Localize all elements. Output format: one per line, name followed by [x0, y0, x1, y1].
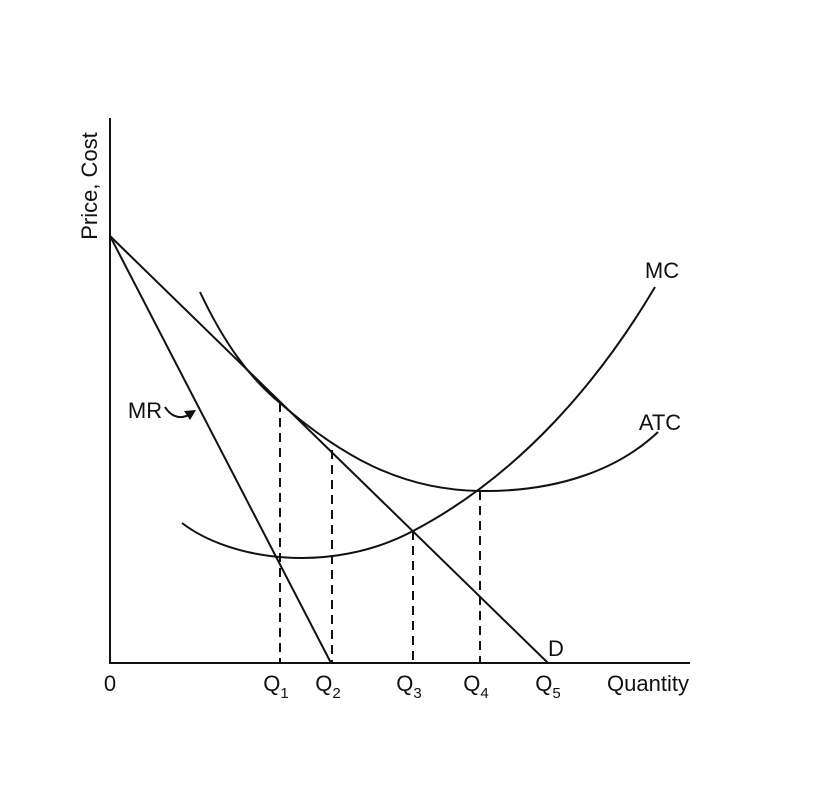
quantity-label: Q3 — [396, 671, 421, 702]
mr-label: MR — [128, 398, 162, 423]
atc-curve — [199, 291, 659, 493]
mc-label: MC — [645, 258, 679, 283]
quantity-label: Q1 — [263, 671, 288, 702]
demand-line — [109, 235, 549, 664]
quantity-subscript: 5 — [552, 685, 560, 702]
quantity-label: Q5 — [535, 671, 560, 702]
x-axis-label: Quantity — [607, 671, 689, 696]
quantity-label: Q4 — [463, 671, 488, 702]
quantity-letter: Q — [263, 671, 280, 696]
quantity-letter: Q — [396, 671, 413, 696]
quantity-letter: Q — [463, 671, 480, 696]
origin-label: 0 — [104, 671, 116, 696]
quantity-letter: Q — [535, 671, 552, 696]
demand-label: D — [548, 636, 564, 661]
quantity-subscript: 2 — [332, 685, 340, 702]
atc-label: ATC — [639, 410, 681, 435]
quantity-label: Q2 — [315, 671, 340, 702]
y-axis-label: Price, Cost — [77, 132, 102, 240]
quantity-letter: Q — [315, 671, 332, 696]
quantity-subscript: 3 — [413, 685, 421, 702]
quantity-subscript: 4 — [480, 685, 488, 702]
mr-line — [109, 235, 332, 664]
quantity-subscript: 1 — [280, 685, 288, 702]
quantity-labels: Q1 Q2 Q3 Q4 Q5 — [263, 671, 560, 702]
arrow-head — [184, 410, 196, 420]
mc-curve — [181, 286, 656, 559]
